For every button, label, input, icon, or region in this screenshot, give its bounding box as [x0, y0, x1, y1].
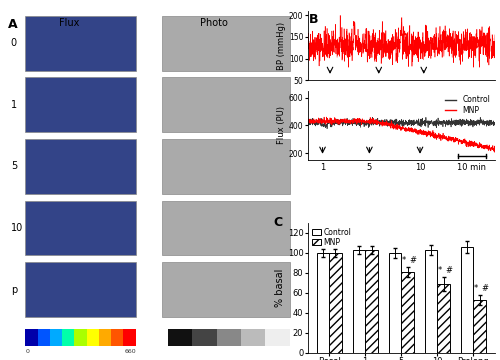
Bar: [168, 329, 192, 346]
Text: Flux: Flux: [58, 18, 79, 28]
Text: B: B: [308, 13, 318, 26]
MNP: [330, 121, 336, 125]
Text: 5: 5: [11, 161, 17, 171]
Bar: [111, 329, 124, 346]
Text: 0: 0: [11, 38, 17, 48]
MNP: [336, 121, 342, 125]
Text: A: A: [8, 18, 18, 31]
Legend: Control, MNP: Control, MNP: [444, 94, 491, 116]
Bar: [38, 329, 50, 346]
FancyBboxPatch shape: [26, 16, 136, 71]
Text: *: *: [402, 256, 406, 265]
Y-axis label: % basal: % basal: [275, 269, 285, 307]
FancyBboxPatch shape: [162, 262, 290, 317]
FancyBboxPatch shape: [162, 77, 290, 132]
Bar: [62, 329, 74, 346]
Text: Photo: Photo: [200, 18, 228, 28]
Line: MNP: MNP: [308, 117, 495, 152]
Control: [492, 120, 498, 125]
Control: [336, 119, 342, 123]
Bar: [388, 253, 402, 353]
FancyBboxPatch shape: [162, 139, 290, 194]
MNP: [386, 121, 392, 125]
Bar: [216, 329, 241, 346]
MNP: [368, 122, 374, 126]
Text: 1: 1: [320, 163, 325, 172]
Control: [370, 115, 376, 120]
Text: 10: 10: [11, 223, 23, 233]
Bar: [50, 329, 62, 346]
Control: [324, 126, 330, 131]
Bar: [316, 253, 329, 353]
Bar: [438, 284, 450, 353]
FancyBboxPatch shape: [162, 16, 290, 71]
Bar: [86, 329, 99, 346]
Bar: [124, 329, 136, 346]
Line: Control: Control: [308, 117, 495, 129]
Bar: [461, 247, 473, 353]
Control: [408, 121, 414, 125]
Y-axis label: BP (mmHg): BP (mmHg): [277, 22, 286, 69]
MNP: [492, 150, 498, 154]
FancyBboxPatch shape: [162, 201, 290, 255]
Text: #: #: [410, 256, 416, 265]
Bar: [402, 272, 414, 353]
MNP: [407, 126, 413, 130]
Control: [368, 122, 374, 126]
Text: *: *: [438, 266, 442, 275]
Control: [404, 119, 409, 123]
Text: #: #: [482, 284, 488, 293]
Legend: Control, MNP: Control, MNP: [312, 227, 352, 247]
Text: 0: 0: [26, 349, 29, 354]
Bar: [365, 250, 378, 353]
Bar: [99, 329, 111, 346]
Bar: [352, 250, 365, 353]
Bar: [329, 253, 342, 353]
FancyBboxPatch shape: [26, 201, 136, 255]
Control: [386, 119, 392, 123]
Y-axis label: Flux (PU): Flux (PU): [277, 107, 286, 144]
MNP: [403, 126, 409, 130]
Control: [304, 120, 310, 125]
FancyBboxPatch shape: [26, 139, 136, 194]
MNP: [324, 115, 330, 119]
Bar: [474, 300, 486, 353]
FancyBboxPatch shape: [26, 77, 136, 132]
Text: 10 min: 10 min: [457, 163, 486, 172]
Control: [330, 121, 336, 125]
Text: 5: 5: [367, 163, 372, 172]
Text: 660: 660: [124, 349, 136, 354]
Text: p: p: [11, 284, 17, 294]
Text: *: *: [474, 284, 478, 293]
Bar: [266, 329, 290, 346]
Text: #: #: [446, 266, 452, 275]
Bar: [241, 329, 266, 346]
FancyBboxPatch shape: [26, 262, 136, 317]
Text: 10: 10: [415, 163, 426, 172]
Bar: [424, 250, 438, 353]
Bar: [74, 329, 86, 346]
Text: 1: 1: [11, 100, 17, 110]
MNP: [492, 148, 498, 152]
Bar: [192, 329, 216, 346]
Text: C: C: [274, 216, 283, 229]
Bar: [26, 329, 38, 346]
MNP: [304, 120, 310, 125]
